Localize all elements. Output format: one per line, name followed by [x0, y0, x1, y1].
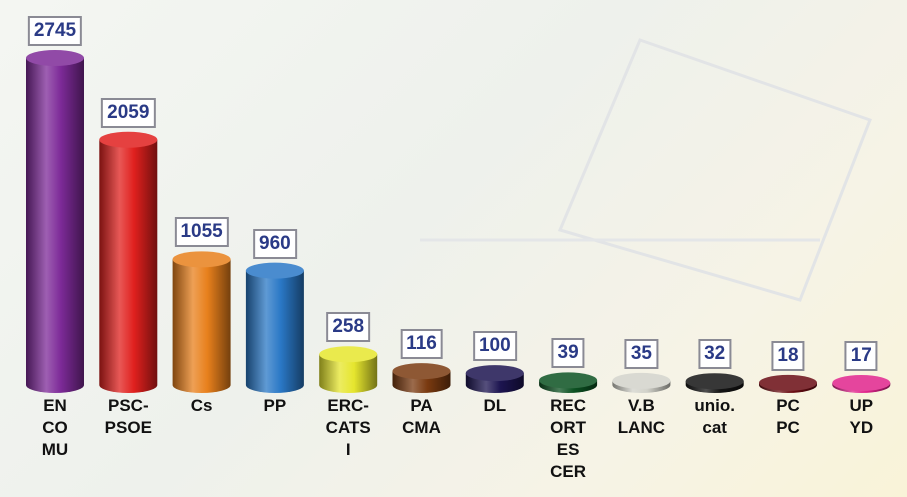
value-label: 100: [472, 331, 517, 362]
bar-cap: [539, 372, 598, 389]
x-tick-label: V.B LANC: [617, 396, 665, 437]
bar-cap: [99, 131, 158, 148]
x-tick-label: unio. cat: [694, 396, 735, 437]
bar-cap: [172, 251, 231, 268]
value-label: 35: [624, 338, 658, 369]
x-tick-label: PC PC: [776, 396, 800, 437]
value-label: 960: [253, 228, 297, 259]
bar-cap: [685, 373, 744, 390]
x-tick-label: REC ORT ES CER: [550, 396, 587, 481]
bar-cap: [832, 374, 891, 391]
bar: [245, 270, 304, 393]
x-tick-label: DL: [483, 396, 507, 415]
value-label: 39: [551, 338, 585, 369]
x-tick-label: PA CMA: [402, 396, 441, 437]
bar: [172, 259, 231, 393]
x-tick-label: PP: [263, 396, 287, 415]
bar-cap: [612, 372, 671, 389]
bar: [26, 58, 84, 393]
value-label: 2059: [101, 97, 156, 128]
value-label: 1055: [174, 217, 229, 248]
x-tick-label: UP YD: [849, 396, 874, 437]
value-label: 17: [844, 340, 878, 371]
bar-cap: [392, 363, 451, 380]
value-label: 18: [771, 340, 805, 371]
x-tick-label: PSC- PSOE: [104, 396, 152, 437]
value-label: 116: [400, 329, 443, 360]
bar: [99, 139, 158, 393]
value-label: 32: [698, 339, 732, 370]
bar-cap: [465, 365, 524, 382]
bar-cap: [759, 374, 817, 391]
x-tick-label: ERC- CATS I: [325, 396, 371, 459]
value-label: 258: [326, 312, 371, 343]
value-label: 2745: [27, 16, 83, 46]
bar-cap: [319, 346, 378, 363]
bar-cap: [26, 50, 84, 66]
background-envelope: [557, 38, 872, 302]
bar: [319, 354, 378, 393]
bar-cap: [245, 262, 304, 279]
x-tick-label: EN CO MU: [41, 396, 69, 459]
x-tick-label: Cs: [190, 396, 213, 415]
